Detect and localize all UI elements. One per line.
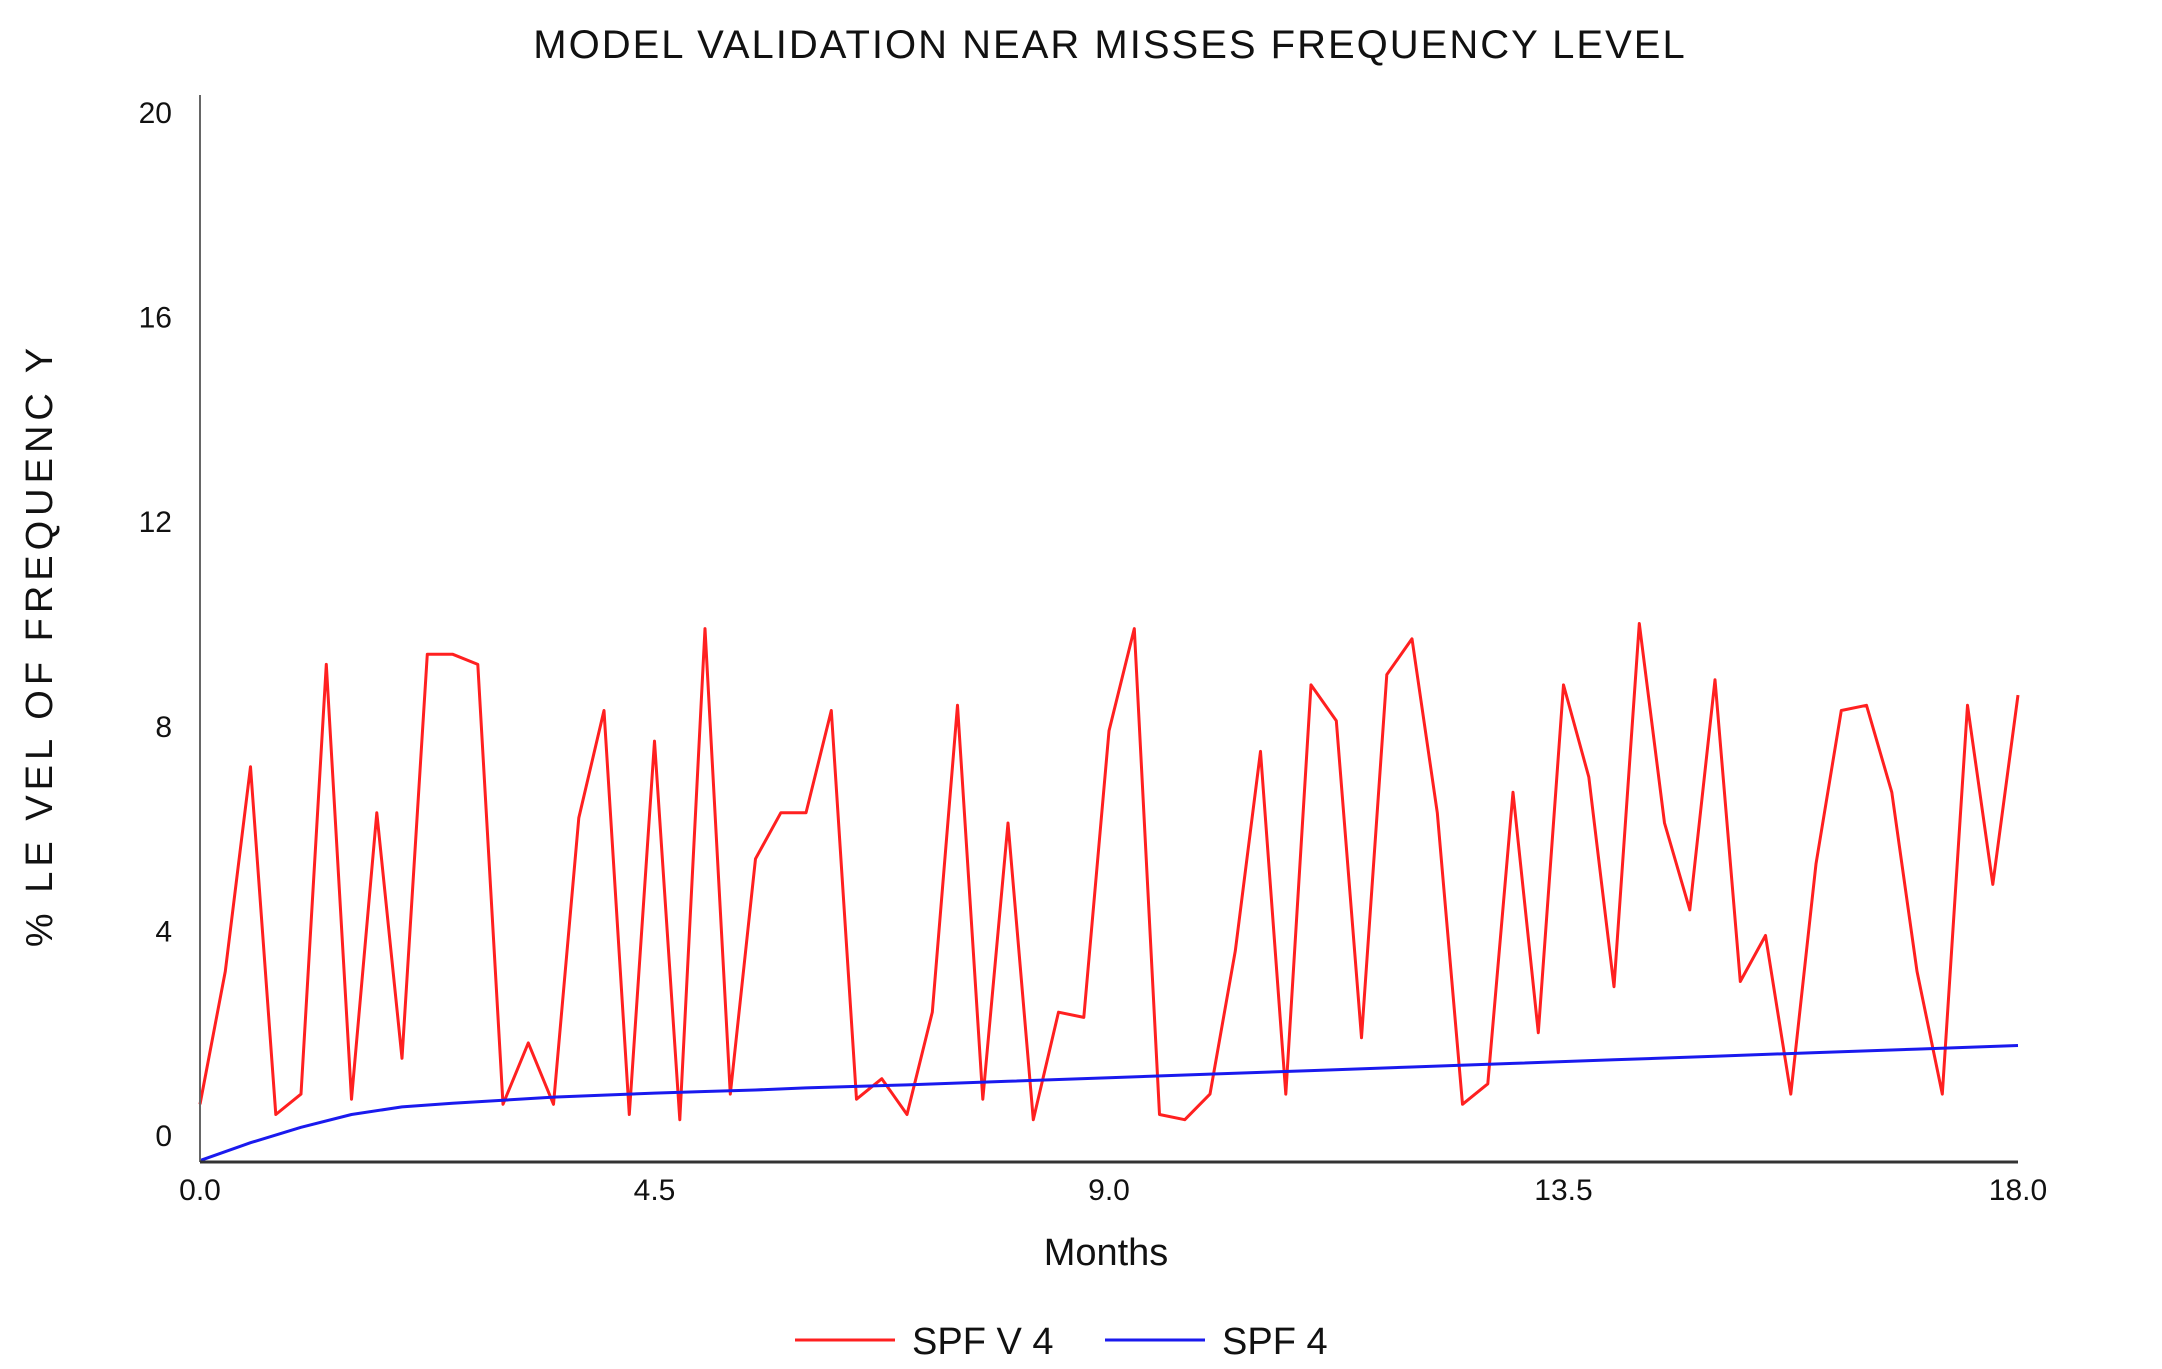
y-tick-label: 8 [155,711,172,744]
y-tick-label: 12 [139,506,172,539]
x-tick-labels: 0.0 4.5 9.0 13.5 18.0 [179,1174,2047,1207]
y-axis-label: % LE VEL OF FREQUENC Y [19,343,61,947]
x-tick-label: 4.5 [634,1174,676,1207]
y-tick-label: 16 [139,302,172,335]
plot-series [198,622,2020,1163]
series-line-spf-4 [199,1044,2019,1163]
x-tick-label: 0.0 [179,1174,221,1207]
legend-label-spf-4: SPF 4 [1222,1321,1328,1363]
x-tick-label: 9.0 [1088,1174,1130,1207]
y-tick-label: 0 [155,1120,172,1153]
chart-title: MODEL VALIDATION NEAR MISSES FREQUENCY L… [533,23,1686,67]
x-axis-label: Months [1044,1232,1169,1274]
x-tick-label: 13.5 [1534,1174,1592,1207]
x-tick-label: 18.0 [1989,1174,2047,1207]
y-tick-label: 20 [139,97,172,130]
y-tick-labels: 0 4 8 12 16 20 [139,97,172,1153]
y-tick-label: 4 [155,915,172,948]
legend: SPF V 4 SPF 4 [795,1321,1328,1363]
legend-label-spf-v4: SPF V 4 [912,1321,1054,1363]
series-line-spf-v4 [198,622,2020,1122]
